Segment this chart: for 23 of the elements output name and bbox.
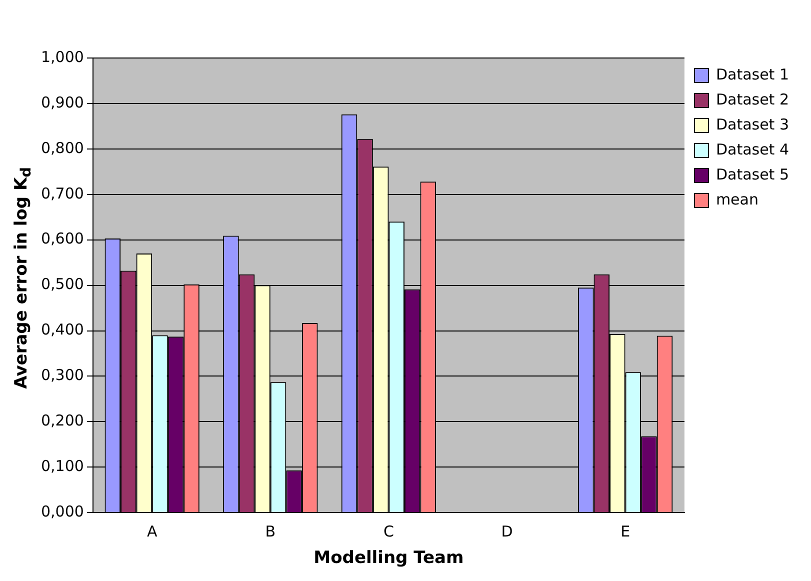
y-tick-label: 0,400 xyxy=(40,320,84,339)
y-tick-label: 1,000 xyxy=(40,48,84,66)
y-tick-label: 0,900 xyxy=(40,93,84,112)
legend-label: Dataset 3 xyxy=(716,115,790,134)
y-tick-label: 0,600 xyxy=(40,230,84,248)
y-tick-label: 0,200 xyxy=(40,412,84,430)
legend-label: Dataset 1 xyxy=(716,65,790,84)
y-tick-label: 0,300 xyxy=(40,366,84,384)
x-tick-label: E xyxy=(620,522,630,540)
legend-label: Dataset 4 xyxy=(716,140,790,158)
y-tick-label: 0,000 xyxy=(40,502,84,520)
x-tick-label: A xyxy=(146,522,158,540)
legend-label: mean xyxy=(716,190,758,208)
x-tick-label: C xyxy=(383,522,394,540)
x-tick-label: D xyxy=(501,522,513,540)
x-axis-title: Modelling Team xyxy=(314,548,464,568)
x-tick-label: B xyxy=(265,522,276,540)
y-tick-label: 0,700 xyxy=(40,184,84,202)
legend-label: Dataset 5 xyxy=(716,165,790,184)
y-tick-label: 0,800 xyxy=(40,138,84,157)
y-tick-label: 0,500 xyxy=(40,275,84,294)
y-tick-label: 0,100 xyxy=(40,457,84,476)
legend-label: Dataset 2 xyxy=(716,90,790,108)
